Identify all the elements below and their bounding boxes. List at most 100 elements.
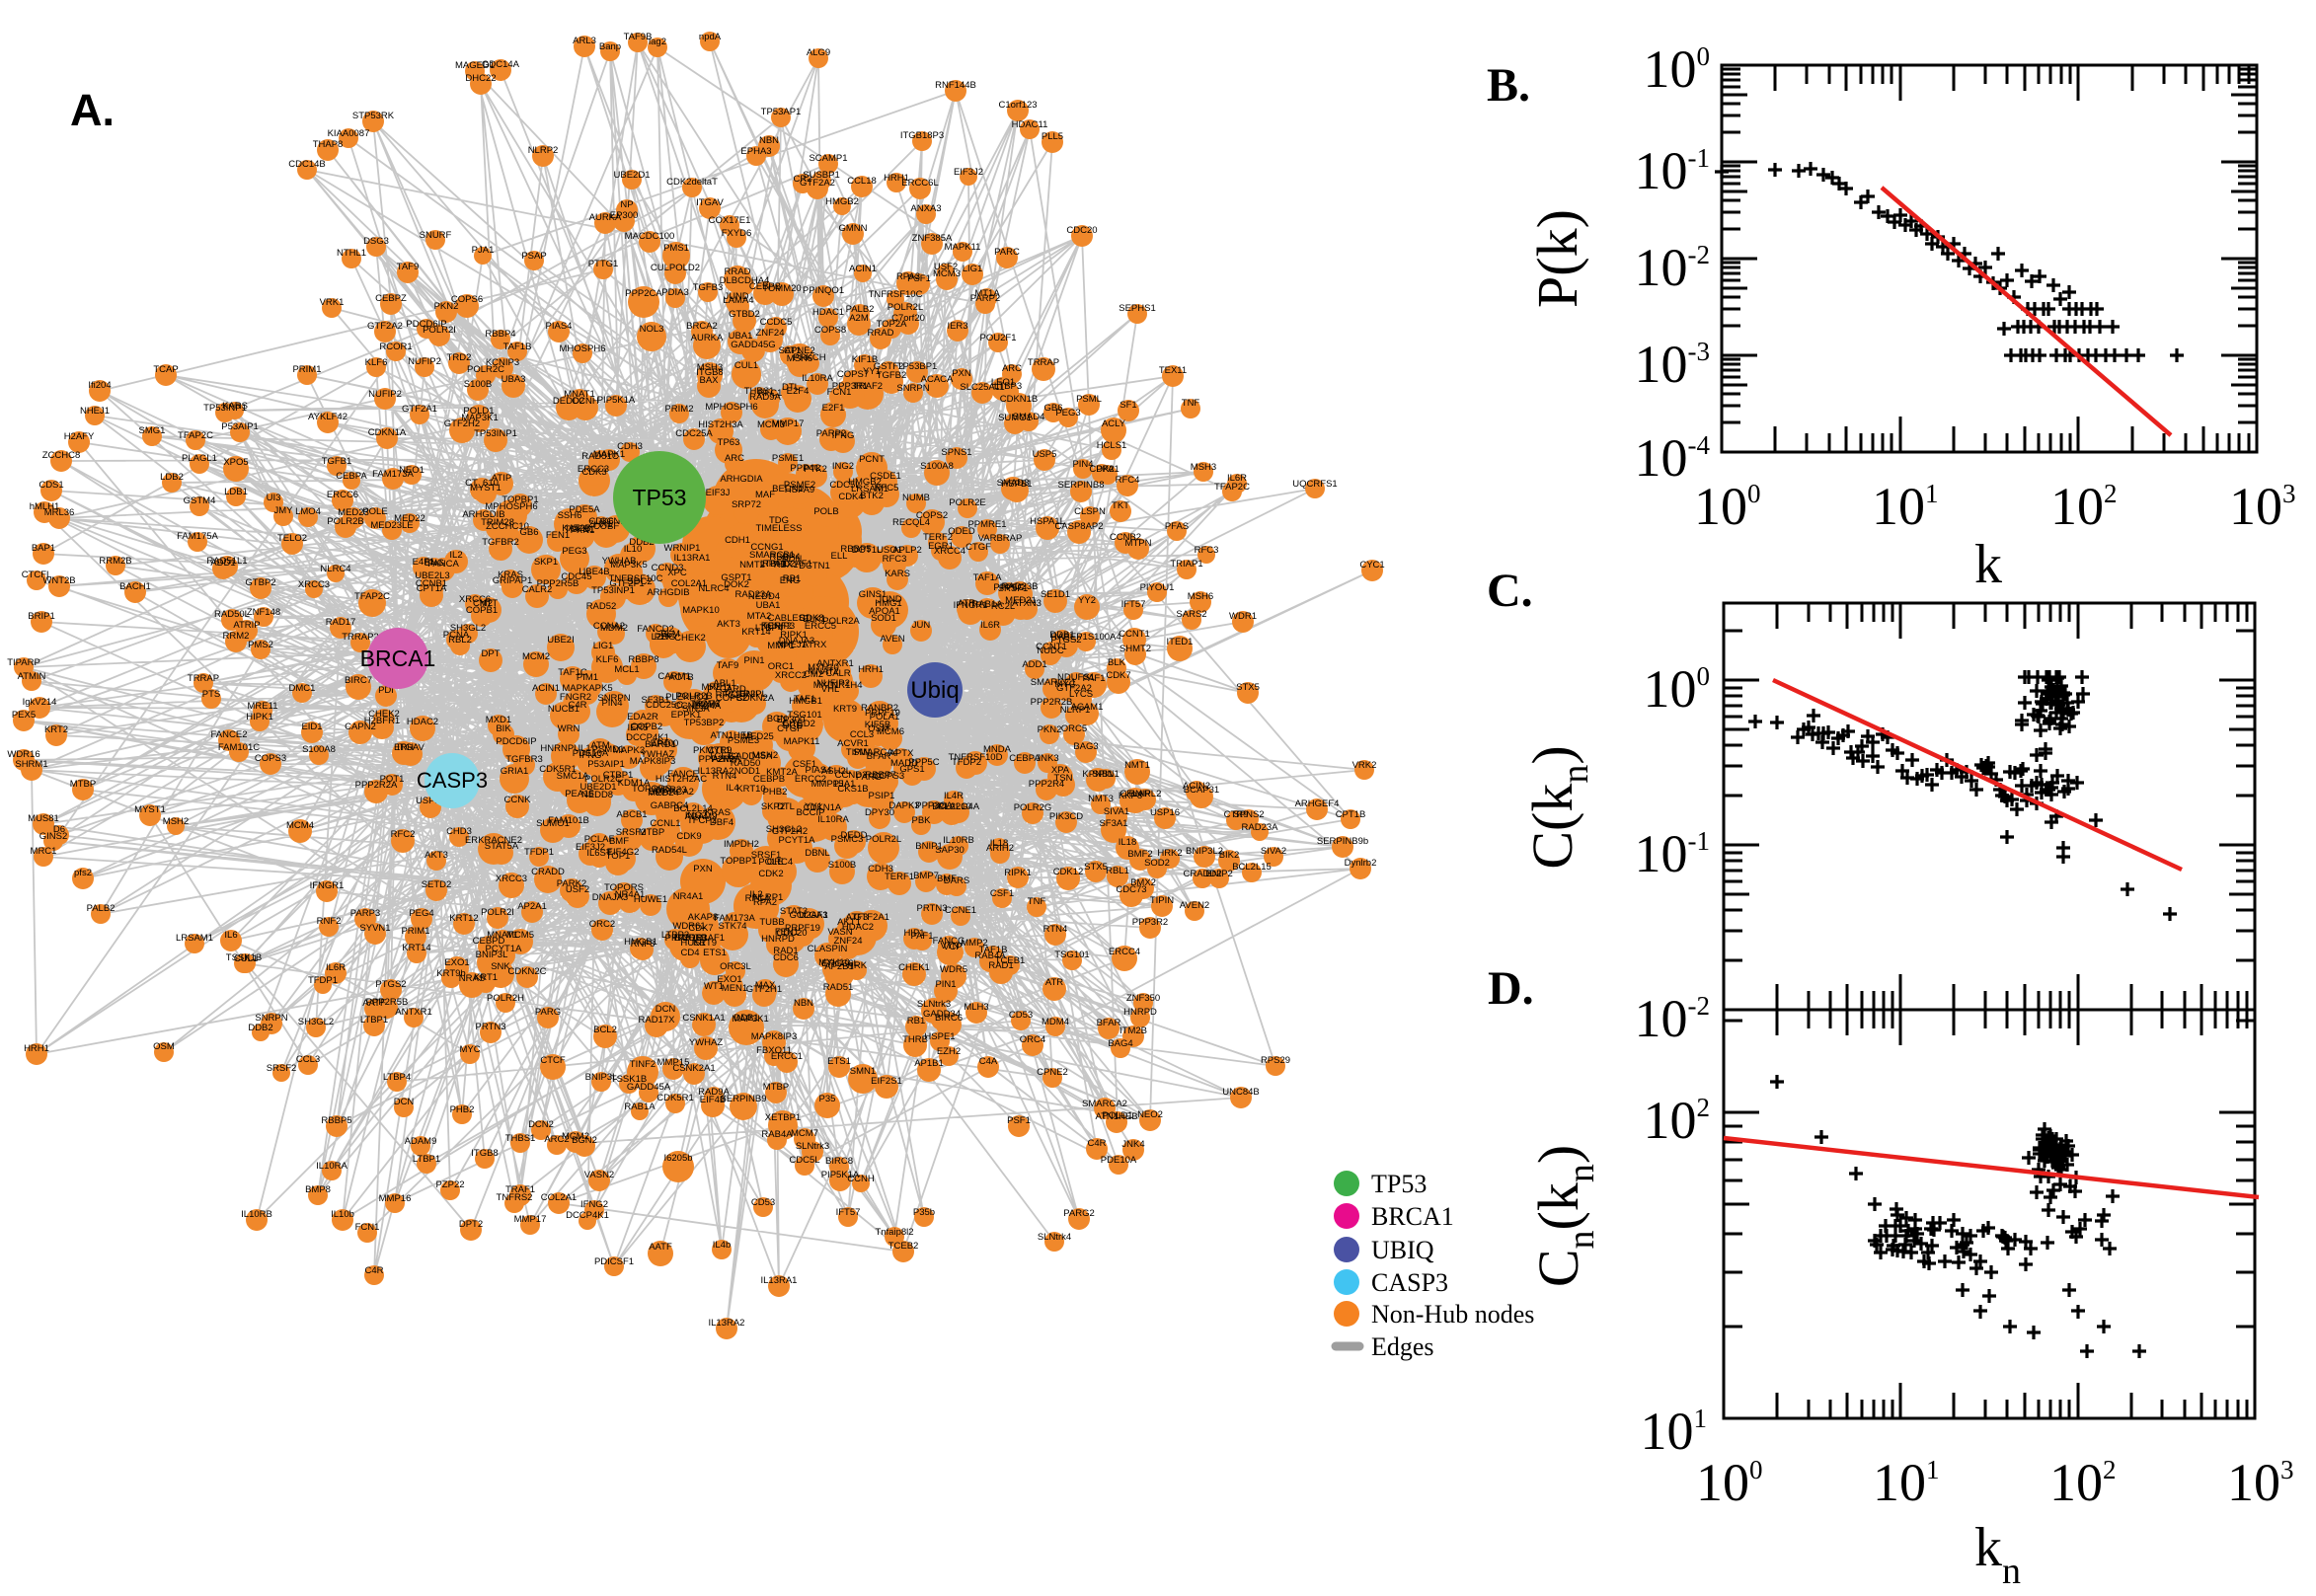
svg-text:CM2: CM2 xyxy=(473,598,493,609)
svg-text:YY2: YY2 xyxy=(1078,595,1096,606)
svg-text:PAF1: PAF1 xyxy=(910,931,933,942)
svg-text:RAD9A: RAD9A xyxy=(698,1087,730,1098)
svg-text:RAD52: RAD52 xyxy=(586,601,617,612)
svg-text:TRIM28: TRIM28 xyxy=(481,517,514,528)
svg-text:TGFB1: TGFB1 xyxy=(322,456,352,467)
svg-text:C4R: C4R xyxy=(364,1265,383,1276)
svg-text:MCM2: MCM2 xyxy=(562,1131,589,1142)
svg-text:MNDA: MNDA xyxy=(983,744,1012,755)
svg-text:Dynlrb2: Dynlrb2 xyxy=(1345,858,1377,869)
svg-text:ACLY: ACLY xyxy=(1102,418,1126,429)
svg-text:MAGED1: MAGED1 xyxy=(455,60,495,71)
svg-text:CEBPB: CEBPB xyxy=(749,281,781,292)
svg-text:TRRAP2: TRRAP2 xyxy=(342,632,378,643)
svg-text:MAP3K5: MAP3K5 xyxy=(610,560,648,570)
svg-text:TGFBR3: TGFBR3 xyxy=(505,754,542,765)
svg-text:ATN1HEB: ATN1HEB xyxy=(1095,1111,1137,1122)
svg-text:PARP2: PARP2 xyxy=(970,293,1000,304)
svg-text:RNF8: RNF8 xyxy=(631,939,656,950)
svg-text:TFDP1: TFDP1 xyxy=(308,975,338,986)
svg-text:STAT5A: STAT5A xyxy=(485,841,519,852)
svg-text:UBA3: UBA3 xyxy=(502,374,526,385)
svg-text:WDR5: WDR5 xyxy=(940,964,967,975)
svg-text:BLK: BLK xyxy=(1108,657,1126,668)
svg-text:UBIQ: UBIQ xyxy=(1371,1236,1434,1264)
svg-text:E4F1: E4F1 xyxy=(674,933,697,944)
svg-text:SIVA1: SIVA1 xyxy=(1104,806,1129,817)
svg-text:TFDP2: TFDP2 xyxy=(952,757,981,768)
svg-text:MCM7: MCM7 xyxy=(693,699,721,710)
svg-text:FAM175A: FAM175A xyxy=(177,531,218,542)
svg-text:XPO5: XPO5 xyxy=(223,457,248,468)
svg-text:AYKLF42: AYKLF42 xyxy=(308,412,347,422)
svg-text:STX5: STX5 xyxy=(1084,862,1108,873)
svg-text:POLR2B: POLR2B xyxy=(675,691,713,702)
svg-text:MMP2: MMP2 xyxy=(961,938,987,949)
svg-text:PPA1: PPA1 xyxy=(1096,464,1119,475)
svg-text:USO1: USO1 xyxy=(877,545,902,556)
svg-text:SMARCC1: SMARCC1 xyxy=(1031,677,1076,688)
svg-text:BCAP31: BCAP31 xyxy=(1184,785,1219,796)
svg-text:RBL2: RBL2 xyxy=(448,635,472,646)
svg-text:PALB2: PALB2 xyxy=(846,304,875,315)
svg-text:POLR2L: POLR2L xyxy=(888,302,923,313)
svg-text:EPPK1: EPPK1 xyxy=(671,710,702,721)
svg-text:ZNF24: ZNF24 xyxy=(833,936,862,947)
svg-text:CDK5R1: CDK5R1 xyxy=(539,764,577,775)
svg-text:102: 102 xyxy=(2050,477,2118,536)
svg-text:TERF2: TERF2 xyxy=(762,621,792,632)
svg-text:MYC: MYC xyxy=(459,1044,480,1055)
svg-text:NUDC: NUDC xyxy=(1037,646,1064,656)
svg-text:LDB1: LDB1 xyxy=(224,487,248,497)
svg-text:DLBCDHA4: DLBCDHA4 xyxy=(720,275,770,286)
svg-text:PTTG1: PTTG1 xyxy=(588,259,619,269)
svg-text:ETS1: ETS1 xyxy=(703,948,727,958)
svg-text:LRSAM1: LRSAM1 xyxy=(176,933,213,944)
svg-text:UBE2I: UBE2I xyxy=(547,635,574,646)
svg-text:CDKN2C: CDKN2C xyxy=(507,966,546,977)
svg-text:D6: D6 xyxy=(53,824,65,835)
svg-text:SAP30: SAP30 xyxy=(935,845,965,856)
svg-text:FANCG: FANCG xyxy=(933,936,965,947)
svg-text:COPB1: COPB1 xyxy=(466,605,498,616)
svg-text:PIP5K1A: PIP5K1A xyxy=(821,1170,860,1180)
svg-text:EIF3J2: EIF3J2 xyxy=(576,842,605,853)
svg-text:MCM7: MCM7 xyxy=(791,1128,818,1139)
svg-text:BMX2: BMX2 xyxy=(1130,877,1156,888)
svg-text:MYH10: MYH10 xyxy=(818,957,850,968)
svg-text:IL10RA: IL10RA xyxy=(316,1161,347,1172)
svg-text:PPP2R2A: PPP2R2A xyxy=(699,754,741,765)
svg-text:PRPF19: PRPF19 xyxy=(785,923,820,934)
svg-text:NUMB: NUMB xyxy=(902,493,930,503)
svg-text:C(kn): C(kn) xyxy=(1520,745,1596,869)
svg-text:CR2: CR2 xyxy=(793,174,811,185)
svg-text:TSN: TSN xyxy=(1054,773,1073,784)
svg-text:SKP2: SKP2 xyxy=(761,801,785,812)
svg-text:KRT2: KRT2 xyxy=(44,724,68,735)
svg-text:PSIP1: PSIP1 xyxy=(869,791,895,801)
svg-text:UBE2D1: UBE2D1 xyxy=(614,170,651,181)
svg-text:PSMC3: PSMC3 xyxy=(831,834,864,845)
svg-text:HRH1: HRH1 xyxy=(858,664,884,675)
svg-text:POLD1: POLD1 xyxy=(463,406,494,417)
svg-text:RPA1: RPA1 xyxy=(762,559,786,570)
svg-text:ARC: ARC xyxy=(725,453,744,464)
svg-text:LYCS: LYCS xyxy=(1069,689,1093,700)
svg-text:NR4A1: NR4A1 xyxy=(615,889,646,900)
svg-text:CDK2: CDK2 xyxy=(758,869,783,879)
svg-text:THBS1: THBS1 xyxy=(505,1133,536,1144)
svg-text:PCNT: PCNT xyxy=(859,454,885,465)
svg-text:ZNF385A: ZNF385A xyxy=(912,233,953,244)
svg-text:E2F4: E2F4 xyxy=(787,386,810,397)
svg-text:SMARCA2: SMARCA2 xyxy=(1082,1099,1127,1109)
svg-text:SNK: SNK xyxy=(491,961,510,972)
svg-text:TIPIN: TIPIN xyxy=(846,747,870,758)
svg-text:VHL: VHL xyxy=(821,684,839,695)
svg-text:SRSF2: SRSF2 xyxy=(267,1063,297,1074)
svg-text:AATF: AATF xyxy=(362,998,386,1009)
svg-text:TOPORS: TOPORS xyxy=(604,882,644,893)
svg-text:SMARCB1: SMARCB1 xyxy=(749,550,795,561)
svg-text:CUL1: CUL1 xyxy=(234,953,258,964)
svg-text:GMNN: GMNN xyxy=(838,223,867,234)
svg-text:PTK2: PTK2 xyxy=(804,464,827,475)
